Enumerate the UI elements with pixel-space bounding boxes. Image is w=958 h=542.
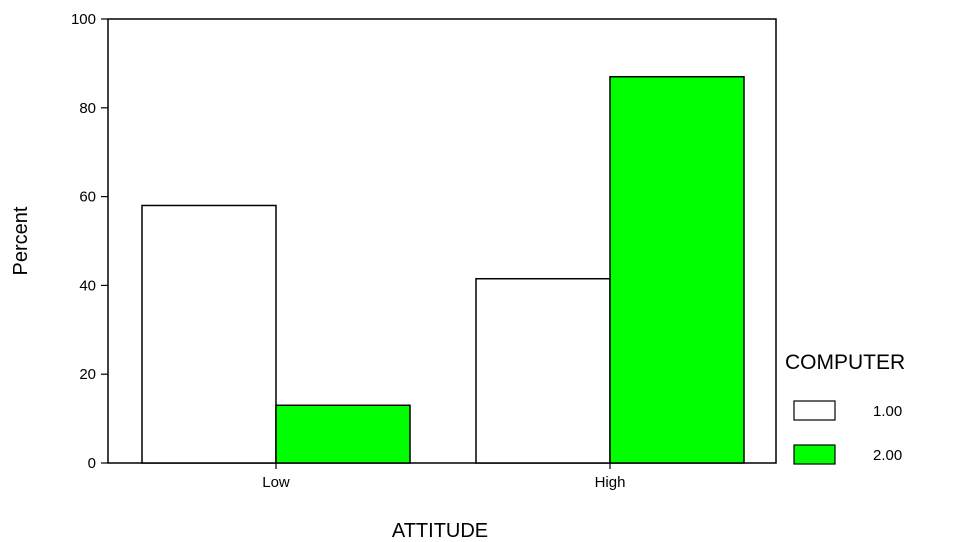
y-tick-label: 0 <box>88 455 96 472</box>
y-tick-label: 20 <box>79 366 96 383</box>
bar-low-series-2 <box>275 404 411 464</box>
y-axis: 0 20 40 60 80 100 <box>71 11 108 472</box>
bar-low-series-1 <box>141 204 277 464</box>
legend-title: COMPUTER <box>785 351 905 374</box>
y-tick-label: 60 <box>79 189 96 206</box>
y-tick-label: 40 <box>79 277 96 294</box>
x-axis: Low High <box>262 463 625 491</box>
legend: 1.00 2.00 <box>793 400 902 465</box>
legend-label-series-1: 1.00 <box>873 403 902 420</box>
x-tick-label: High <box>595 474 626 491</box>
legend-swatch-series-2 <box>793 444 836 465</box>
y-axis-title: Percent <box>10 206 32 275</box>
x-axis-title: ATTITUDE <box>392 520 488 542</box>
bar-group <box>141 75 745 464</box>
bar-high-series-1 <box>475 277 611 464</box>
y-tick-label: 80 <box>79 100 96 117</box>
legend-swatch-series-1 <box>793 400 836 421</box>
x-tick-label: Low <box>262 474 290 491</box>
legend-label-series-2: 2.00 <box>873 447 902 464</box>
bar-high-series-2 <box>609 75 745 464</box>
y-tick-label: 100 <box>71 11 96 28</box>
